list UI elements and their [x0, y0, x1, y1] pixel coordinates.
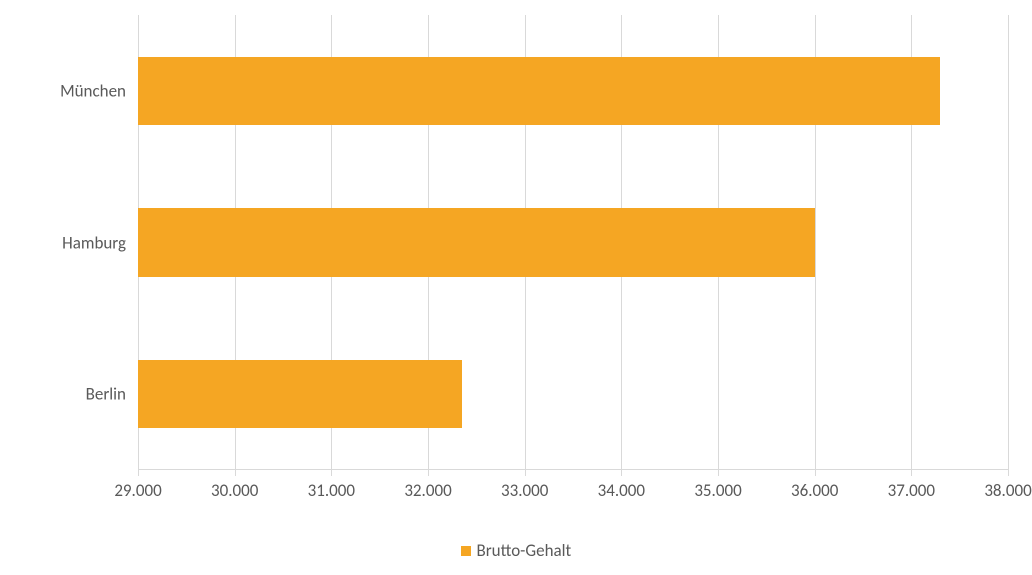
bar-row	[138, 208, 1008, 276]
y-tick-label: München	[60, 80, 126, 101]
bar	[138, 208, 815, 276]
legend: Brutto-Gehalt	[461, 540, 572, 561]
y-tick-label: Hamburg	[62, 232, 126, 253]
x-tick	[621, 470, 622, 476]
bar	[138, 57, 940, 125]
x-tick	[428, 470, 429, 476]
x-tick-label: 32.000	[404, 480, 451, 501]
x-tick-label: 34.000	[598, 480, 645, 501]
x-tick	[718, 470, 719, 476]
bar	[138, 360, 462, 428]
y-tick-label: Berlin	[86, 384, 126, 405]
x-tick-label: 36.000	[791, 480, 838, 501]
x-tick	[1008, 470, 1009, 476]
gridline	[1008, 15, 1009, 470]
legend-label: Brutto-Gehalt	[477, 540, 572, 561]
x-tick	[331, 470, 332, 476]
bar-row	[138, 57, 1008, 125]
x-tick	[235, 470, 236, 476]
x-tick	[525, 470, 526, 476]
x-tick-label: 37.000	[888, 480, 935, 501]
x-axis-line	[138, 469, 1008, 470]
x-tick-label: 35.000	[694, 480, 741, 501]
legend-swatch	[461, 546, 471, 556]
x-tick	[138, 470, 139, 476]
bar-row	[138, 360, 1008, 428]
x-tick	[815, 470, 816, 476]
x-tick-label: 30.000	[211, 480, 258, 501]
x-tick-label: 38.000	[984, 480, 1031, 501]
x-tick-label: 33.000	[501, 480, 548, 501]
x-tick-label: 29.000	[114, 480, 161, 501]
plot-area	[138, 15, 1008, 470]
x-tick	[911, 470, 912, 476]
x-tick-label: 31.000	[308, 480, 355, 501]
salary-bar-chart: Berlin Hamburg München 29.000 30.000 31.000 3…	[0, 0, 1032, 575]
